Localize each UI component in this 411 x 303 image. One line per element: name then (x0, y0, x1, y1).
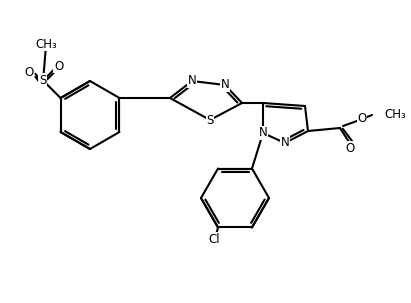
Text: N: N (281, 136, 289, 149)
Text: N: N (188, 75, 196, 88)
Text: S: S (39, 74, 46, 86)
Text: N: N (221, 78, 229, 92)
Text: O: O (24, 65, 33, 78)
Text: O: O (54, 59, 63, 72)
Text: Cl: Cl (208, 233, 220, 246)
Text: N: N (259, 126, 268, 139)
Text: O: O (345, 142, 355, 155)
Text: CH₃: CH₃ (36, 38, 58, 51)
Text: CH₃: CH₃ (384, 108, 406, 121)
Text: S: S (206, 114, 214, 126)
Text: O: O (358, 112, 367, 125)
